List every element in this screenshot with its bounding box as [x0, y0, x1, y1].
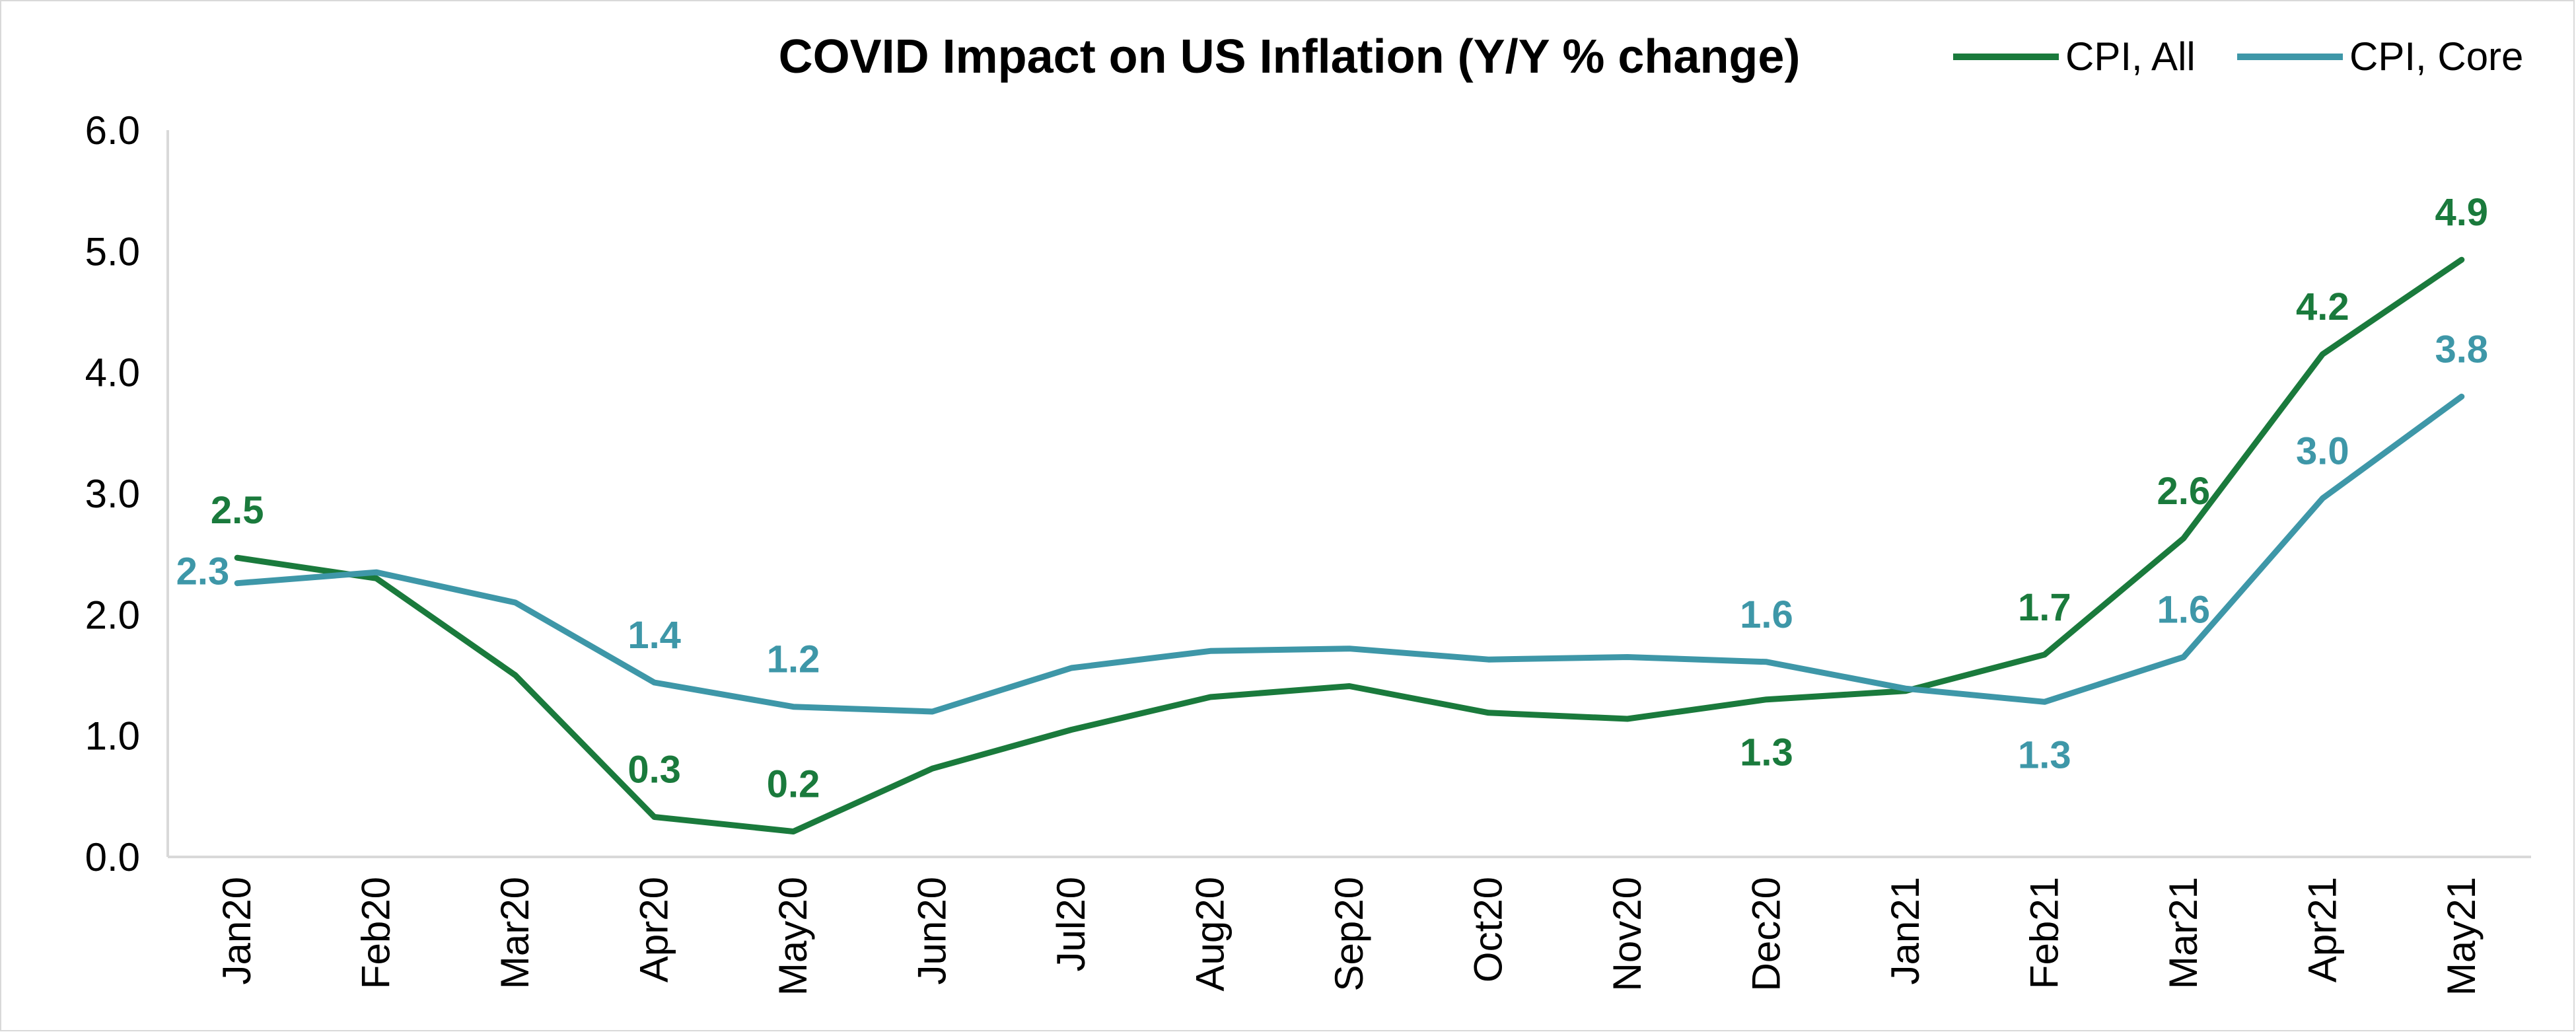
legend: CPI, All CPI, Core	[1953, 34, 2523, 79]
legend-label: CPI, Core	[2349, 34, 2523, 79]
y-axis-ticks: 0.0 1.0 2.0 3.0 4.0 5.0 6.0	[85, 108, 140, 879]
x-tick-label: Jun20	[910, 877, 954, 984]
data-label: 0.2	[767, 763, 820, 806]
x-tick-label: Apr20	[632, 877, 676, 982]
data-label: 3.8	[2435, 328, 2488, 371]
data-label: 1.2	[767, 638, 820, 681]
x-tick-label: May20	[771, 877, 815, 996]
data-label: 1.7	[2018, 586, 2071, 629]
x-tick-label: Mar21	[2161, 877, 2205, 989]
y-tick-label: 5.0	[85, 229, 140, 274]
data-label: 2.6	[2157, 470, 2211, 513]
x-tick-label: Nov20	[1605, 877, 1649, 991]
y-tick-label: 0.0	[85, 835, 140, 879]
data-label: 0.3	[627, 749, 681, 792]
x-tick-label: Jan20	[215, 877, 259, 984]
x-tick-label: Oct20	[1466, 877, 1510, 982]
data-label: 1.6	[2157, 589, 2211, 632]
x-tick-label: Jul20	[1049, 877, 1093, 971]
data-label: 1.3	[2018, 733, 2071, 776]
x-tick-label: Sep20	[1327, 877, 1371, 992]
x-tick-label: Feb20	[354, 877, 398, 989]
x-tick-label: Aug20	[1188, 877, 1233, 992]
data-label: 2.3	[176, 550, 230, 593]
y-tick-label: 6.0	[85, 108, 140, 153]
data-label: 4.9	[2435, 191, 2488, 234]
data-label: 1.3	[1740, 731, 1793, 774]
data-label: 3.0	[2296, 429, 2349, 472]
data-label: 2.5	[211, 489, 264, 532]
x-axis-ticks: Jan20 Feb20 Mar20 Apr20 May20 Jun20 Jul20 Aug20…	[215, 877, 2484, 996]
y-tick-label: 2.0	[85, 593, 140, 637]
axes	[166, 130, 2531, 858]
data-label: 1.6	[1740, 593, 1793, 636]
chart-title: COVID Impact on US Inflation (Y/Y % chan…	[779, 30, 1801, 83]
x-tick-label: Feb21	[2022, 877, 2066, 989]
x-tick-label: Jan21	[1883, 877, 1927, 984]
legend-label: CPI, All	[2065, 34, 2196, 79]
y-tick-label: 4.0	[85, 351, 140, 395]
y-tick-label: 1.0	[85, 714, 140, 758]
x-tick-label: May21	[2439, 877, 2484, 996]
series-line-0	[234, 256, 2465, 834]
series-line-1	[234, 393, 2465, 715]
x-tick-label: Dec20	[1744, 877, 1788, 991]
data-label: 1.4	[627, 614, 681, 657]
data-label: 4.2	[2296, 285, 2349, 328]
data-labels: 2.5 0.3 0.2 1.3 1.7 2.6 4.2 4.9 2.3 1.4 1.2 1.6 1.3 1…	[176, 191, 2488, 805]
series-lines	[234, 256, 2465, 834]
x-tick-label: Apr21	[2300, 877, 2344, 982]
y-tick-label: 3.0	[85, 472, 140, 516]
x-tick-label: Mar20	[493, 877, 537, 989]
